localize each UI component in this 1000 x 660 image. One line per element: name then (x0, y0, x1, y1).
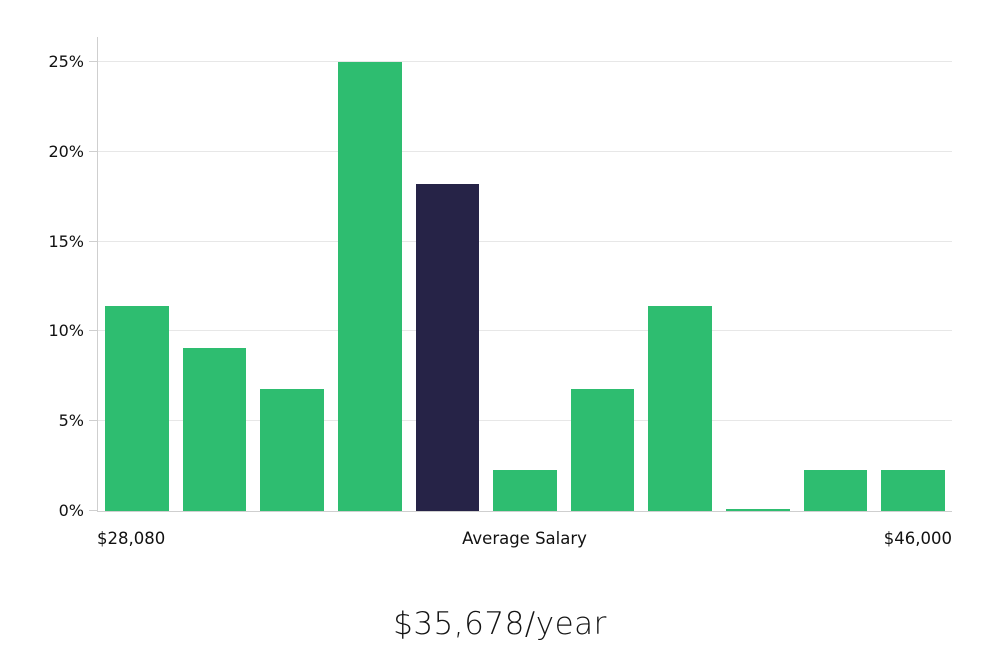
gridline (98, 150, 952, 152)
y-axis-tick (89, 420, 97, 422)
bar (570, 388, 635, 511)
y-axis-tick (89, 240, 97, 242)
x-axis: $28,080 Average Salary $46,000 (97, 529, 952, 553)
x-axis-label-min: $28,080 (97, 529, 166, 548)
y-axis-label: 15% (48, 231, 84, 251)
bar (493, 469, 557, 511)
bar (881, 469, 946, 511)
y-axis-label: 0% (58, 501, 84, 520)
y-axis-tick (89, 510, 97, 511)
bar (648, 306, 713, 511)
bar (337, 62, 402, 511)
gridline (98, 420, 952, 422)
y-axis-label: 25% (48, 52, 84, 72)
bar (105, 306, 169, 511)
average-salary-title: $35,678/year (393, 606, 607, 642)
y-axis-label: 20% (48, 141, 84, 161)
y-axis-label: 5% (58, 411, 84, 431)
bar (260, 388, 324, 511)
plot-area: 0% 5% 10% 15% 20% 25% (48, 37, 952, 519)
average-salary-bar (415, 184, 480, 511)
y-axis-tick (89, 61, 97, 63)
y-axis-label: 10% (48, 321, 84, 341)
gridline (98, 330, 952, 332)
bar (182, 347, 247, 511)
y-axis-tick (89, 150, 97, 152)
gridline (98, 61, 952, 63)
y-axis-tick (89, 330, 97, 332)
x-axis-label-average-salary: Average Salary (462, 529, 587, 548)
gridline (98, 240, 952, 242)
bar (726, 509, 790, 511)
x-axis-label-max: $46,000 (883, 529, 952, 548)
bar (803, 469, 868, 511)
bars-layer (98, 37, 952, 511)
